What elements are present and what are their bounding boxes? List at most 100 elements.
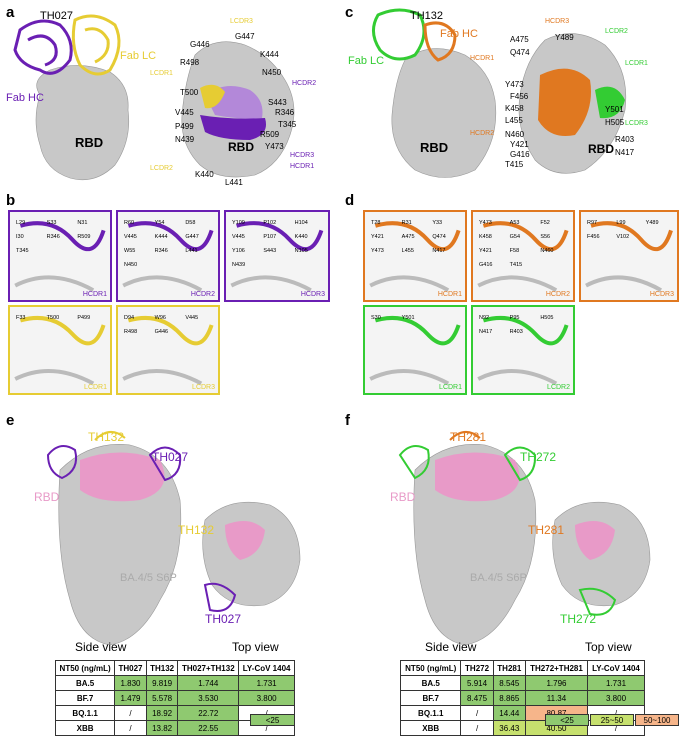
f-table-cell: 8.545 <box>492 675 526 691</box>
panel-label-c: c <box>345 4 354 21</box>
b-box-residue: P102 <box>263 220 277 226</box>
b-box-residue: W55 <box>124 248 136 254</box>
d-box-cartoon <box>369 315 461 386</box>
a-residue-label: R498 <box>180 58 200 67</box>
e-table-cell: / <box>114 720 147 736</box>
a-cdr-label: LCDR2 <box>150 165 173 172</box>
c-residue-label: L455 <box>505 116 523 125</box>
c-fab-hc-label: Fab HC <box>440 28 478 40</box>
d-box-residue: Y33 <box>432 220 443 226</box>
d-box-residue: Y421 <box>371 234 384 240</box>
a-residue-label: K440 <box>195 170 214 179</box>
a-residue-label: T500 <box>180 88 199 97</box>
f-top-ab2-label: TH272 <box>560 612 597 626</box>
b-box-residue: D94 <box>124 315 135 321</box>
panel-c-structure <box>372 8 627 178</box>
b-box-residue: P107 <box>263 234 277 240</box>
e-table-cell: 9.819 <box>145 675 179 691</box>
d-box-hcdr3: R97 L99 Y489 F456 V102 HCDR3 <box>579 210 679 302</box>
f-table-row: BA.5 5.914 8.545 1.796 1.731 <box>399 675 645 691</box>
f-table-cell: 14.44 <box>492 705 526 721</box>
c-rbd2-label: RBD <box>588 142 614 156</box>
c-residue-label: F456 <box>510 92 529 101</box>
panel-label-d: d <box>345 192 355 209</box>
e-table-cell: 22.72 <box>177 705 240 721</box>
b-box-residue: R509 <box>77 234 91 240</box>
b-box-residue: L441 <box>185 248 198 254</box>
f-table-row-name: BQ.1.1 <box>399 705 462 721</box>
e-table-header-cell: TH132 <box>145 660 179 676</box>
c-rbd-label: RBD <box>420 140 449 155</box>
f-table-cell: 1.731 <box>587 675 645 691</box>
d-box-residue: A475 <box>401 234 415 240</box>
c-residue-label: N417 <box>615 148 635 157</box>
b-box-residue: F33 <box>16 315 26 321</box>
e-top-view-label: Top view <box>232 640 279 654</box>
e-table-header: NT50 (ng/mL) TH027 TH132 TH027+TH132 LY-CoV … <box>54 660 295 676</box>
b-box-residue: R346 <box>154 248 168 254</box>
c-residue-label: Y501 <box>605 105 624 114</box>
b-box-residue: N105 <box>294 248 308 254</box>
f-table-header-cell: TH272+TH281 <box>524 660 589 676</box>
d-box-label: HCDR1 <box>437 291 462 298</box>
c-residue-label: A475 <box>510 35 529 44</box>
b-box-residue: I30 <box>16 234 24 240</box>
d-box-residue: F52 <box>540 220 550 226</box>
f-table-header-cell: TH281 <box>492 660 526 676</box>
d-box-residue: Q474 <box>432 234 446 240</box>
c-residue-label: Q474 <box>510 48 530 57</box>
e-table-row-name: BA.5 <box>54 675 116 691</box>
b-box-residue: G447 <box>185 234 199 240</box>
b-box-label: LCDR1 <box>84 384 107 391</box>
f-table-cell: 36.43 <box>492 720 526 736</box>
a-residue-label: S443 <box>268 98 287 107</box>
a-fab-lc-label: Fab LC <box>120 50 157 62</box>
b-box-residue: K440 <box>294 234 308 240</box>
e-top-ab1-label: TH132 <box>178 523 215 537</box>
c-cdr-label: HCDR2 <box>470 130 495 137</box>
d-box-residue: R97 <box>587 220 598 226</box>
d-box-residue: N417 <box>479 329 493 335</box>
b-box-residue: S33 <box>46 220 57 226</box>
c-residue-label: Y421 <box>510 140 529 149</box>
e-table-cell: 1.479 <box>114 690 147 706</box>
f-table-cell: 5.914 <box>460 675 494 691</box>
f-table-row: BF.7 8.475 8.865 11.34 3.800 <box>399 690 645 706</box>
e-table-cell: 18.92 <box>145 705 179 721</box>
e-table-header-cell: TH027 <box>114 660 147 676</box>
c-cdr-label: LCDR1 <box>625 60 648 67</box>
d-box-label: HCDR3 <box>649 291 674 298</box>
b-box-residue: R498 <box>124 329 138 335</box>
f-table-header: NT50 (ng/mL) TH272 TH281 TH272+TH281 LY-CoV … <box>399 660 645 676</box>
f-table-cell: / <box>460 705 494 721</box>
d-box-residue: Y421 <box>479 248 492 254</box>
d-box-residue: L455 <box>401 248 414 254</box>
d-box-residue: F456 <box>587 234 600 240</box>
a-cdr-label: LCDR1 <box>150 70 173 77</box>
f-table-cell: 3.800 <box>587 690 645 706</box>
d-box-residue: A53 <box>509 220 520 226</box>
f-side-view-label: Side view <box>425 640 477 654</box>
a-residue-label: R509 <box>260 130 280 139</box>
d-box-residue: R31 <box>401 220 412 226</box>
b-box-residue: D58 <box>185 220 196 226</box>
d-box-residue: P95 <box>509 315 520 321</box>
d-box-residue: N460 <box>540 248 554 254</box>
e-table-header-cell: NT50 (ng/mL) <box>54 660 116 676</box>
b-box-residue: N31 <box>77 220 88 226</box>
d-box-residue: N417 <box>432 248 446 254</box>
d-box-residue: F58 <box>509 248 520 254</box>
f-ab1-label: TH281 <box>450 430 487 444</box>
b-box-label: HCDR1 <box>82 291 107 298</box>
f-table-cell: 11.34 <box>524 690 589 706</box>
panel-f-structure <box>398 431 651 646</box>
b-box-residue: T345 <box>16 248 29 254</box>
e-legend-cell: <25 <box>250 714 295 726</box>
b-box-residue: V445 <box>124 234 137 240</box>
e-table-row-name: BF.7 <box>54 690 116 706</box>
e-table-cell: 1.731 <box>238 675 295 691</box>
d-box-residue: N92 <box>479 315 490 321</box>
c-residue-label: Y473 <box>505 80 524 89</box>
a-residue-label: T345 <box>278 120 297 129</box>
a-residue-label: N439 <box>175 135 195 144</box>
